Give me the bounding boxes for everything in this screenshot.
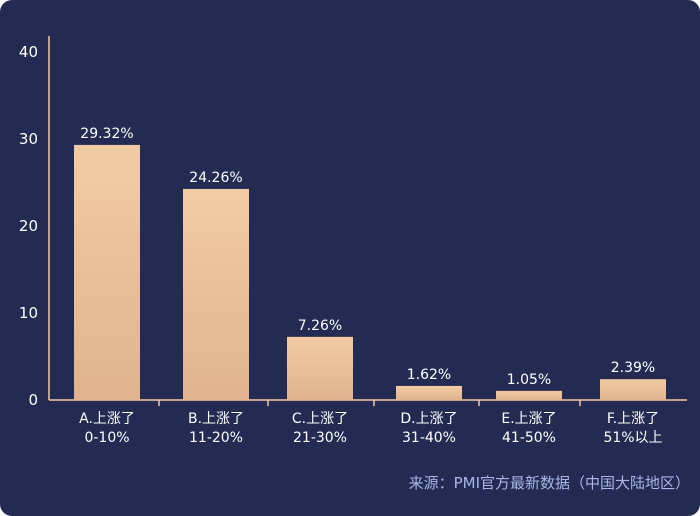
bar-value-label: 2.39% bbox=[611, 360, 655, 376]
x-category-label: 41-50% bbox=[502, 430, 556, 446]
x-category-label: C.上涨了 bbox=[292, 411, 348, 427]
y-tick-label: 0 bbox=[28, 391, 38, 409]
y-tick-label: 10 bbox=[19, 304, 38, 322]
bar-value-label: 1.62% bbox=[407, 367, 451, 383]
x-category-label: 51%以上 bbox=[603, 430, 662, 446]
x-axis: A.上涨了 0-10% B.上涨了 11-20% C.上涨了 21-30% D.上涨了 31-… bbox=[49, 399, 687, 446]
x-category-label: 21-30% bbox=[293, 430, 347, 446]
bar-value-label: 7.26% bbox=[298, 318, 342, 334]
y-tick-label: 40 bbox=[19, 43, 38, 61]
x-category-label: E.上涨了 bbox=[501, 411, 556, 427]
x-category-label: D.上涨了 bbox=[400, 411, 457, 427]
bar bbox=[600, 379, 666, 400]
source-note: 来源：PMI官方最新数据（中国大陆地区） bbox=[408, 474, 690, 492]
y-tick-label: 30 bbox=[19, 130, 38, 148]
x-category-label: 0-10% bbox=[84, 430, 129, 446]
x-category-label: B.上涨了 bbox=[188, 411, 244, 427]
y-tick-label: 20 bbox=[19, 217, 38, 235]
bar bbox=[496, 390, 562, 400]
bars: 29.32% 24.26% 7.26% 1.62% 1.05% 2.39% bbox=[74, 126, 666, 400]
x-category-label: F.上涨了 bbox=[607, 411, 659, 427]
bar-value-label: 29.32% bbox=[80, 126, 133, 142]
bar-value-label: 24.26% bbox=[189, 170, 242, 186]
bar bbox=[287, 336, 353, 400]
x-category-label: 11-20% bbox=[189, 430, 243, 446]
bar bbox=[183, 188, 249, 400]
bar bbox=[396, 385, 462, 400]
x-category-label: 31-40% bbox=[402, 430, 456, 446]
x-category-label: A.上涨了 bbox=[79, 411, 135, 427]
bar-value-label: 1.05% bbox=[507, 372, 551, 388]
bar bbox=[74, 144, 140, 400]
y-axis: 0 10 20 30 40 bbox=[19, 36, 50, 409]
